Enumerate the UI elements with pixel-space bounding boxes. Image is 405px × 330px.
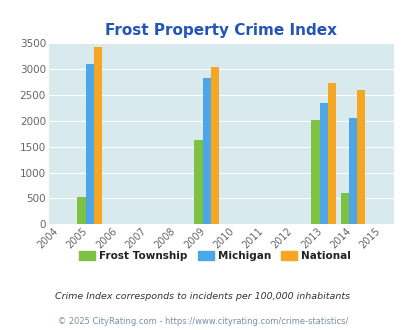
- Bar: [327, 83, 335, 224]
- Legend: Frost Township, Michigan, National: Frost Township, Michigan, National: [75, 247, 354, 265]
- Title: Frost Property Crime Index: Frost Property Crime Index: [105, 22, 337, 38]
- Bar: [311, 120, 319, 224]
- Bar: [348, 118, 356, 224]
- Bar: [319, 103, 327, 224]
- Text: Crime Index corresponds to incidents per 100,000 inhabitants: Crime Index corresponds to incidents per…: [55, 292, 350, 301]
- Bar: [194, 140, 202, 224]
- Bar: [210, 67, 218, 224]
- Bar: [94, 47, 102, 224]
- Bar: [340, 193, 348, 224]
- Bar: [356, 90, 364, 224]
- Bar: [77, 197, 85, 224]
- Bar: [202, 78, 210, 224]
- Text: © 2025 CityRating.com - https://www.cityrating.com/crime-statistics/: © 2025 CityRating.com - https://www.city…: [58, 317, 347, 326]
- Bar: [85, 64, 94, 224]
